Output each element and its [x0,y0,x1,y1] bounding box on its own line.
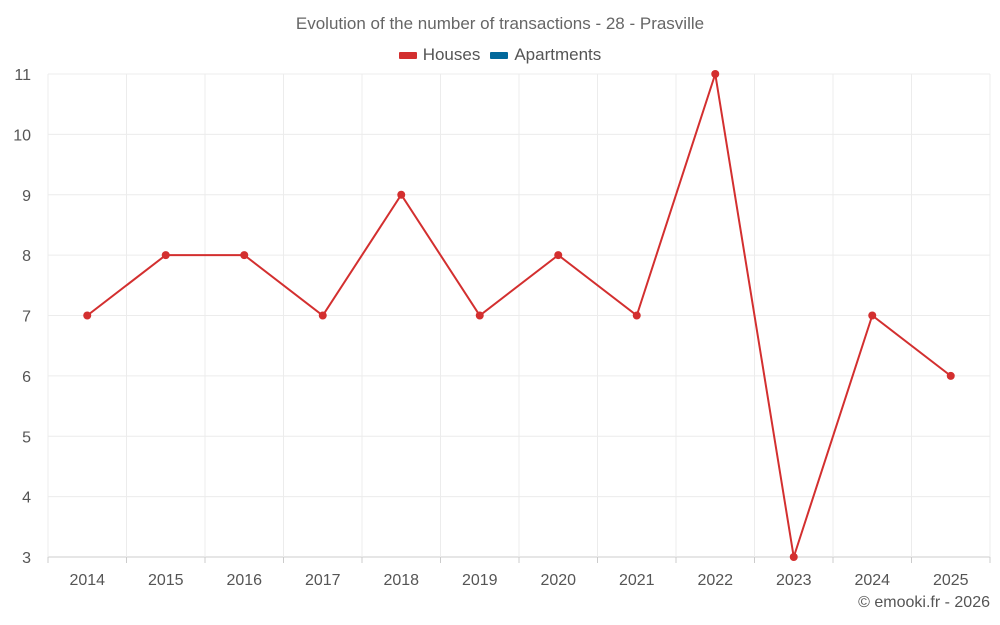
x-tick-label: 2020 [540,572,576,589]
data-point-houses[interactable] [475,311,484,320]
y-tick-label: 10 [13,127,31,144]
y-tick-label: 4 [22,490,31,507]
x-tick-label: 2022 [697,572,733,589]
x-tick-label: 2019 [462,572,498,589]
legend-swatch-apartments [490,51,509,59]
x-tick-label: 2021 [619,572,655,589]
legend-label-apartments: Apartments [514,45,602,64]
grid [47,73,991,558]
y-tick-label: 6 [22,369,31,386]
legend-label-houses: Houses [422,45,481,64]
legend-item-apartments[interactable]: Apartments [490,45,601,65]
y-tick-label: 3 [22,550,31,567]
credit-text: © emooki.fr - 2026 [858,594,990,611]
x-tick-label: 2025 [933,572,969,589]
x-tick-label: 2017 [305,572,341,589]
x-tick-label: 2018 [383,572,419,589]
data-point-houses[interactable] [632,311,641,320]
chart-title: Evolution of the number of transactions … [295,14,705,33]
data-point-houses[interactable] [946,371,955,380]
y-tick-label: 11 [14,67,31,84]
x-tick-label: 2024 [854,572,890,589]
data-point-houses[interactable] [397,190,406,199]
legend-item-houses[interactable]: Houses [398,45,481,65]
series-line-houses [86,73,952,558]
series [83,70,955,561]
y-tick-label: 9 [22,188,31,205]
x-tick-label: 2016 [226,572,262,589]
data-point-houses[interactable] [868,311,877,320]
axes: 3 4 5 6 7 8 9 10 11 2014 2015 2016 2017 2018 2019 2020 2… [13,67,991,589]
data-point-houses[interactable] [83,311,92,320]
data-point-houses[interactable] [711,70,720,78]
data-point-houses[interactable] [318,311,327,320]
y-tick-label: 8 [22,248,31,265]
x-tick-label: 2014 [69,572,105,589]
data-point-houses[interactable] [554,251,563,260]
legend-swatch-houses [398,51,417,59]
x-tick-label: 2015 [148,572,184,589]
x-tick-label: 2023 [776,572,812,589]
legend: Houses Apartments [0,45,1000,65]
data-point-houses[interactable] [240,251,249,260]
y-tick-label: 7 [22,309,31,326]
data-point-houses[interactable] [789,553,798,561]
y-tick-label: 5 [22,429,31,446]
data-point-houses[interactable] [161,251,170,260]
